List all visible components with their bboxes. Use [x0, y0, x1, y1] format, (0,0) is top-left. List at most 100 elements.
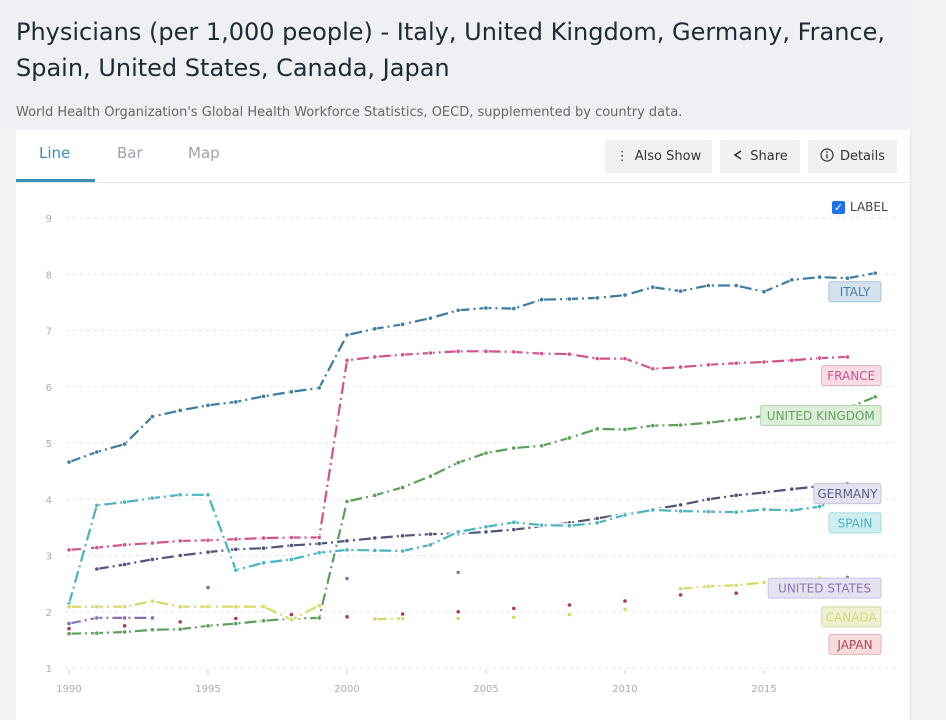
- data-point-germany: [233, 546, 239, 552]
- data-point-italy: [205, 402, 211, 408]
- data-point-france: [66, 547, 72, 553]
- data-point-canada: [205, 604, 211, 610]
- data-point-united-kingdom: [733, 416, 739, 422]
- data-point-france: [733, 360, 739, 366]
- series-label-box: [760, 404, 882, 426]
- share-button[interactable]: Share: [720, 140, 800, 173]
- data-point-italy: [344, 332, 350, 338]
- series-label-box: [820, 606, 882, 628]
- data-point-canada: [622, 606, 628, 613]
- data-point-japan: [177, 619, 183, 625]
- data-point-japan: [733, 590, 739, 596]
- series-label-box: [828, 633, 882, 655]
- details-button[interactable]: Details: [808, 140, 897, 173]
- series-line-united-states: [68, 616, 153, 625]
- data-point-japan: [344, 614, 350, 620]
- data-point-france: [177, 538, 183, 544]
- data-point-italy: [511, 305, 517, 312]
- series-label-japan: JAPAN: [828, 633, 882, 655]
- data-point-japan: [288, 611, 294, 618]
- series-line-halo: [68, 394, 877, 637]
- data-point-spain: [761, 506, 767, 512]
- series-line-halo: [68, 270, 876, 465]
- data-point-germany: [122, 561, 128, 568]
- also-show-button[interactable]: ⋮ Also Show: [605, 140, 712, 173]
- data-point-japan: [455, 609, 461, 615]
- data-point-japan: [677, 592, 684, 598]
- active-tab-indicator: [16, 179, 95, 182]
- data-point-france: [205, 537, 211, 543]
- data-point-italy: [872, 270, 878, 276]
- data-point-spain: [733, 509, 739, 515]
- data-point-italy: [372, 326, 378, 332]
- data-point-italy: [816, 274, 823, 280]
- data-point-canada: [511, 614, 517, 620]
- data-point-italy: [399, 321, 406, 327]
- y-tick-label: 1: [46, 664, 52, 675]
- data-point-japan: [399, 611, 406, 617]
- data-point-france: [344, 357, 350, 363]
- data-point-france: [594, 356, 600, 362]
- series-label-spain: SPAIN: [828, 512, 882, 534]
- data-point-japan: [566, 602, 573, 608]
- data-point-spain: [594, 520, 600, 526]
- data-point-germany: [260, 545, 267, 551]
- series-label-united-kingdom: UNITED KINGDOM: [760, 404, 882, 426]
- data-point-canada: [260, 604, 267, 610]
- data-point-italy: [149, 413, 155, 420]
- data-point-germany: [733, 492, 739, 498]
- data-point-spain: [372, 547, 378, 554]
- data-point-germany: [511, 527, 517, 533]
- vertical-dots-icon: ⋮: [615, 149, 629, 164]
- share-label: Share: [750, 149, 788, 164]
- tab-bar[interactable]: Bar: [117, 144, 143, 162]
- data-point-germany: [288, 542, 294, 548]
- series-label-box: [820, 365, 882, 386]
- data-point-italy: [66, 459, 72, 465]
- data-point-spain: [233, 567, 239, 573]
- tab-line[interactable]: Line: [39, 144, 71, 162]
- series-label-text: FRANCE: [827, 369, 875, 383]
- data-point-germany: [205, 549, 211, 555]
- y-tick-label: 3: [46, 552, 52, 563]
- data-point-germany: [427, 531, 433, 537]
- data-point-united-kingdom: [872, 394, 878, 400]
- data-point-united-kingdom: [705, 420, 712, 426]
- data-point-united-kingdom: [344, 498, 350, 505]
- data-point-spain: [316, 550, 322, 556]
- data-point-italy: [733, 282, 739, 289]
- view-tabs: Line Bar Map ⋮ Also Show Share Details: [16, 130, 910, 183]
- data-point-spain: [94, 502, 100, 509]
- data-point-united-states: [149, 615, 155, 621]
- y-tick-label: 9: [46, 214, 52, 225]
- data-point-united-kingdom: [260, 618, 267, 624]
- data-point-japan: [511, 605, 517, 611]
- checkbox-checked-icon[interactable]: ✓: [832, 200, 845, 214]
- data-point-united-states: [205, 584, 211, 591]
- data-point-spain: [260, 560, 267, 566]
- data-point-united-kingdom: [427, 473, 433, 479]
- data-point-italy: [455, 307, 461, 313]
- data-point-france: [288, 534, 294, 541]
- data-point-united-kingdom: [399, 484, 406, 491]
- source-subtitle: World Health Organization's Global Healt…: [16, 105, 683, 120]
- data-point-spain: [789, 507, 795, 514]
- series-label-text: SPAIN: [838, 516, 873, 530]
- data-point-italy: [761, 289, 767, 295]
- data-point-france: [372, 354, 378, 360]
- y-tick-label: 2: [46, 608, 52, 619]
- data-point-italy: [233, 399, 239, 405]
- series-line-germany: [96, 483, 848, 571]
- data-point-japan: [622, 598, 628, 604]
- data-point-spain: [622, 512, 628, 518]
- label-toggle[interactable]: ✓ LABEL: [832, 200, 888, 214]
- tab-map[interactable]: Map: [188, 144, 220, 162]
- series-line-france: [68, 350, 848, 551]
- data-point-united-kingdom: [316, 615, 322, 621]
- data-point-germany: [789, 486, 795, 492]
- x-tick-label: 2010: [612, 684, 637, 695]
- data-point-spain: [455, 529, 461, 535]
- series-label-united-states: UNITED STATES: [767, 577, 882, 599]
- series-line-canada: [69, 600, 320, 621]
- data-point-france: [789, 357, 795, 363]
